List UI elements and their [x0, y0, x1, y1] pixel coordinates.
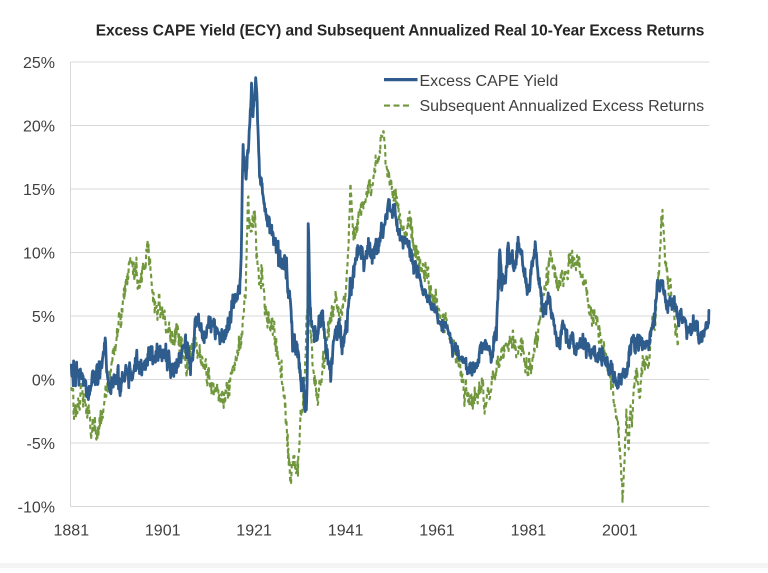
- svg-text:1941: 1941: [328, 523, 364, 540]
- svg-text:1881: 1881: [54, 523, 90, 540]
- svg-text:1961: 1961: [419, 523, 455, 540]
- svg-text:Excess CAPE Yield (ECY) and Su: Excess CAPE Yield (ECY) and Subsequent A…: [96, 23, 705, 40]
- svg-text:2001: 2001: [602, 523, 638, 540]
- svg-text:Subsequent Annualized Excess R: Subsequent Annualized Excess Returns: [420, 98, 705, 115]
- svg-text:1921: 1921: [236, 523, 272, 540]
- svg-text:-5%: -5%: [27, 436, 55, 453]
- svg-text:1901: 1901: [145, 523, 181, 540]
- svg-text:25%: 25%: [23, 55, 55, 72]
- svg-text:15%: 15%: [23, 182, 55, 199]
- svg-text:1981: 1981: [511, 523, 547, 540]
- svg-text:5%: 5%: [32, 309, 55, 326]
- svg-text:Excess CAPE Yield: Excess CAPE Yield: [420, 73, 559, 90]
- svg-text:20%: 20%: [23, 119, 55, 136]
- svg-text:10%: 10%: [23, 246, 55, 263]
- svg-text:-10%: -10%: [18, 500, 55, 517]
- svg-text:0%: 0%: [32, 373, 55, 390]
